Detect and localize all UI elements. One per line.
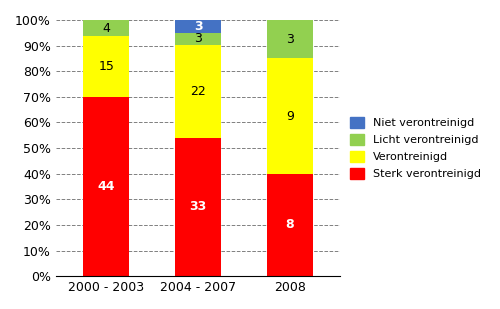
Text: 22: 22 <box>190 85 206 98</box>
Text: 9: 9 <box>286 110 294 123</box>
Text: 3: 3 <box>286 33 294 46</box>
Text: 3: 3 <box>194 32 202 45</box>
Bar <box>175 20 221 32</box>
Text: 33: 33 <box>190 200 206 213</box>
Bar <box>84 36 129 97</box>
Text: 3: 3 <box>194 20 202 33</box>
Text: 4: 4 <box>102 22 110 35</box>
Bar <box>84 97 129 276</box>
Legend: Niet verontreinigd, Licht verontreinigd, Verontreinigd, Sterk verontreinigd: Niet verontreinigd, Licht verontreinigd,… <box>346 112 485 184</box>
Bar <box>175 32 221 45</box>
Bar <box>267 174 313 276</box>
Text: 8: 8 <box>286 218 294 231</box>
Bar <box>175 45 221 138</box>
Text: 44: 44 <box>98 180 115 193</box>
Bar <box>84 20 129 36</box>
Bar <box>175 138 221 276</box>
Bar <box>267 58 313 174</box>
Bar <box>267 20 313 58</box>
Text: 15: 15 <box>98 60 114 73</box>
